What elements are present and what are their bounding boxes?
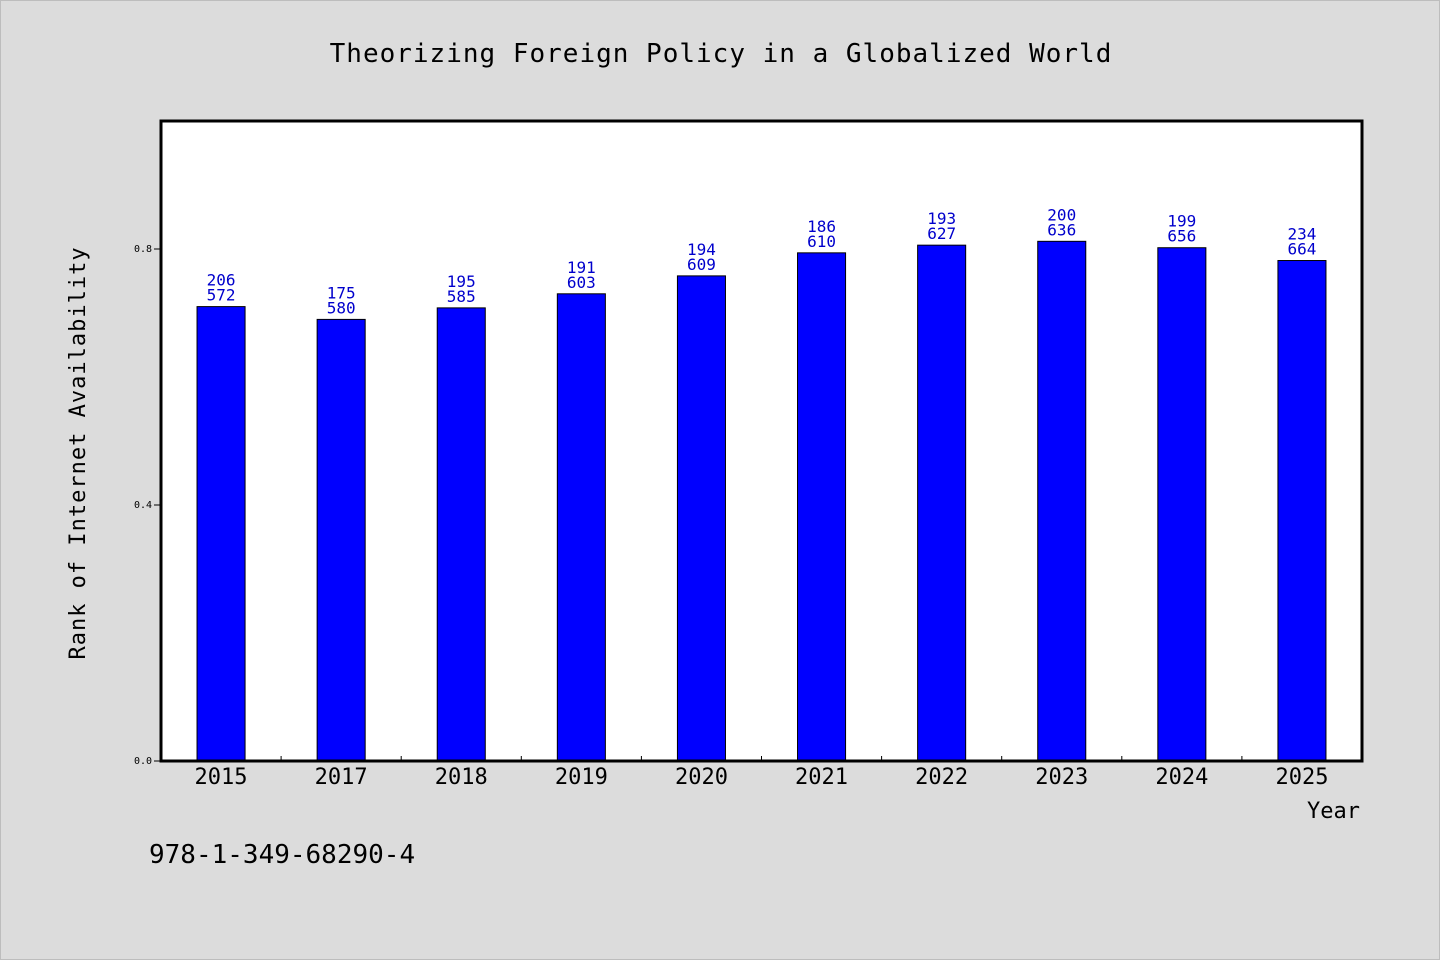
bar-label-top-2017: 175 xyxy=(327,283,356,302)
bars-group xyxy=(196,240,1327,762)
bar-label-bottom-2017: 580 xyxy=(327,298,356,317)
bar-label-top-2023: 200 xyxy=(1047,205,1076,224)
bar-2015 xyxy=(196,306,246,762)
bar-label-top-2018: 195 xyxy=(447,272,476,291)
bar-label-top-2024: 199 xyxy=(1167,212,1196,231)
bar-2024 xyxy=(1157,247,1207,762)
bar-label-bottom-2019: 603 xyxy=(567,273,596,292)
x-tick-label-2023: 2023 xyxy=(1035,765,1088,790)
x-tick-label-2021: 2021 xyxy=(795,765,848,790)
bar-label-bottom-2021: 610 xyxy=(807,232,836,251)
bar-label-bottom-2018: 585 xyxy=(447,287,476,306)
y-tick-label: 0.4 xyxy=(134,500,152,511)
x-tick-label-2024: 2024 xyxy=(1155,765,1208,790)
bar-label-bottom-2022: 627 xyxy=(927,224,956,243)
bar-2017 xyxy=(316,318,366,762)
y-axis-label: Rank of Internet Availability xyxy=(66,246,91,659)
bar-2025 xyxy=(1277,260,1327,762)
x-ticks-group: 2015 2017 2018 2019 2020 2021 2022 2023 2024 2025 xyxy=(195,756,1328,790)
y-tick-label: 0.8 xyxy=(134,244,152,255)
bar-2020 xyxy=(676,275,726,762)
isbn-text: 978-1-349-68290-4 xyxy=(149,840,415,870)
x-tick-label-2022: 2022 xyxy=(915,765,968,790)
x-tick-label-2020: 2020 xyxy=(675,765,728,790)
x-axis-label: Year xyxy=(1307,799,1360,824)
y-ticks-group: 0.0 0.4 0.8 xyxy=(134,244,161,767)
x-tick-label-2019: 2019 xyxy=(555,765,608,790)
y-tick-label: 0.0 xyxy=(134,756,152,767)
bar-2019 xyxy=(556,293,606,762)
bar-label-bottom-2015: 572 xyxy=(207,286,236,305)
bar-label-top-2020: 194 xyxy=(687,240,716,259)
bar-label-bottom-2023: 636 xyxy=(1047,220,1076,239)
bar-label-top-2019: 191 xyxy=(567,258,596,277)
bar-label-top-2021: 186 xyxy=(807,217,836,236)
bar-label-bottom-2025: 664 xyxy=(1287,240,1316,259)
bar-2021 xyxy=(797,252,847,762)
x-tick-label-2018: 2018 xyxy=(435,765,488,790)
bar-2022 xyxy=(917,244,967,762)
bar-label-top-2022: 193 xyxy=(927,209,956,228)
bar-label-top-2025: 234 xyxy=(1287,225,1316,244)
x-tick-label-2015: 2015 xyxy=(195,765,248,790)
x-tick-label-2017: 2017 xyxy=(315,765,368,790)
plot-border xyxy=(159,119,1364,763)
x-tick-label-2025: 2025 xyxy=(1275,765,1328,790)
chart-title: Theorizing Foreign Policy in a Globalize… xyxy=(330,39,1113,69)
bar-label-bottom-2024: 656 xyxy=(1167,227,1196,246)
bar-2023 xyxy=(1037,240,1087,762)
bar-label-bottom-2020: 609 xyxy=(687,255,716,274)
bar-label-top-2015: 206 xyxy=(207,271,236,290)
bar-2018 xyxy=(436,307,486,762)
